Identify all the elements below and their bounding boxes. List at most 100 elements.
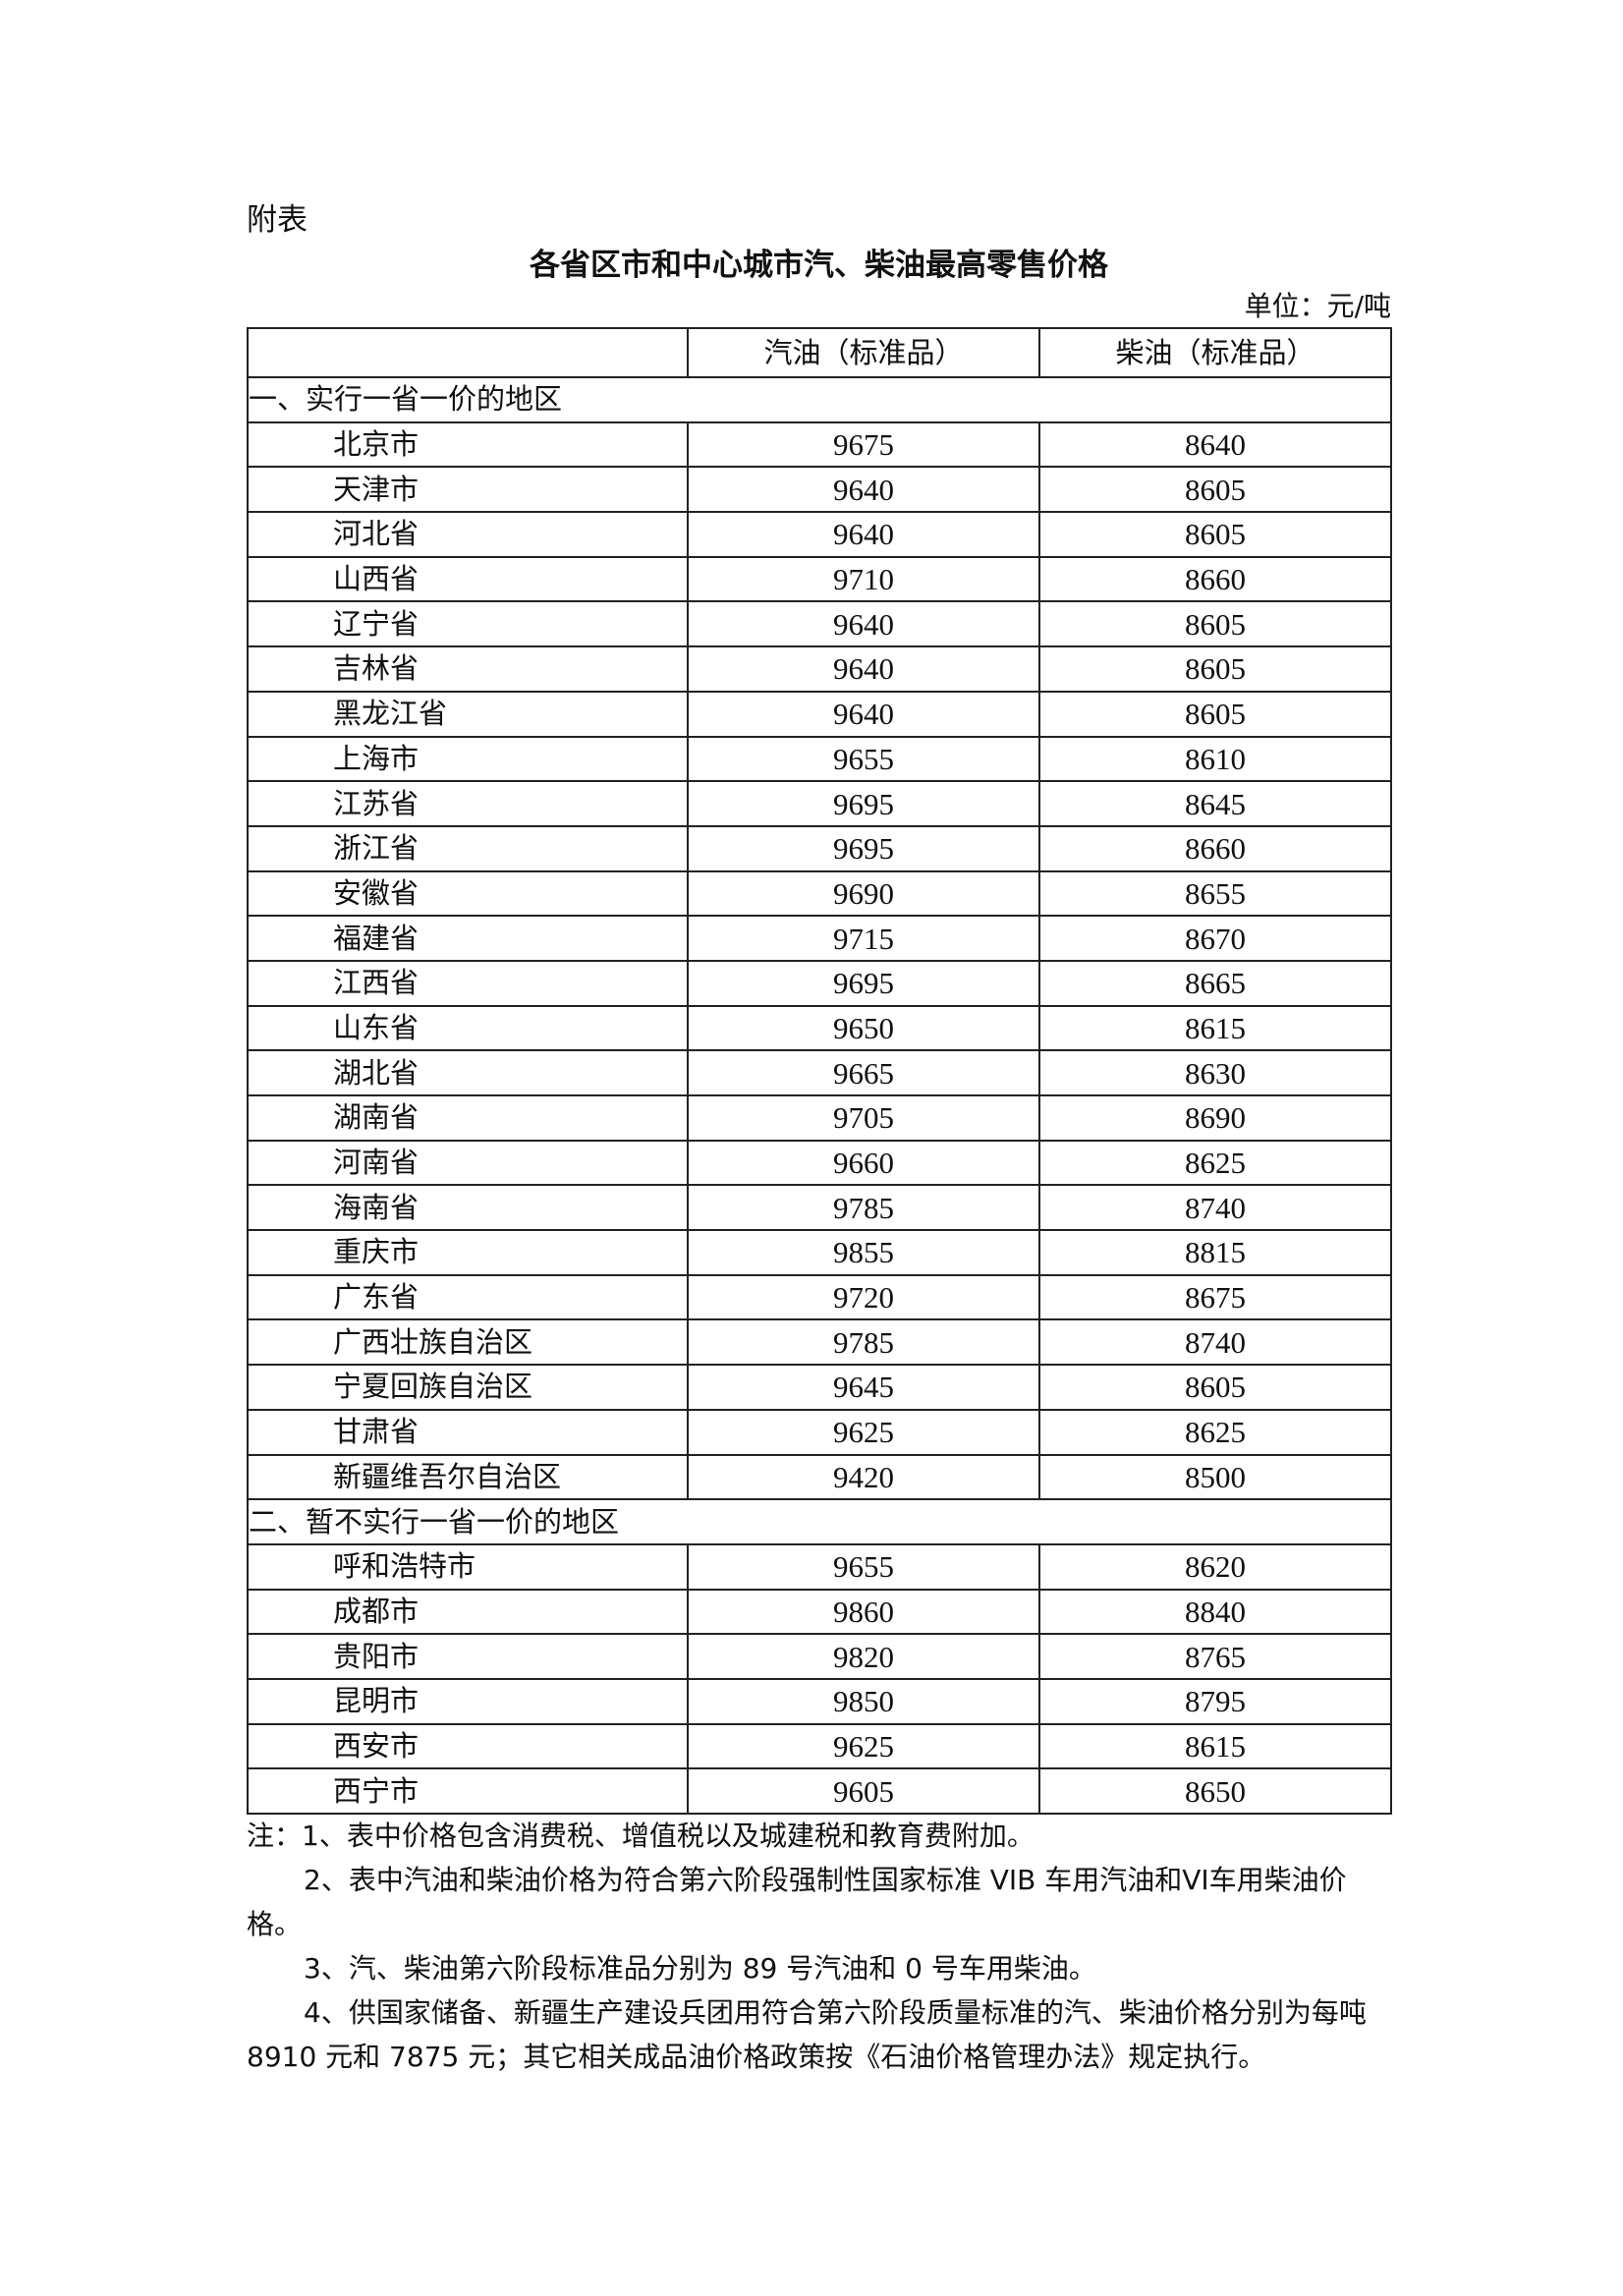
diesel-price: 8840 <box>1038 1588 1392 1636</box>
region-name: 西宁市 <box>247 1767 689 1815</box>
gasoline-price: 9640 <box>687 600 1040 648</box>
region-name: 浙江省 <box>247 824 689 872</box>
region-name: 广东省 <box>247 1273 689 1321</box>
gasoline-price: 9655 <box>687 1542 1040 1591</box>
gasoline-price: 9660 <box>687 1139 1040 1187</box>
region-name: 河南省 <box>247 1139 689 1187</box>
table-row: 北京市 9675 8640 <box>247 420 1392 469</box>
gasoline-price: 9625 <box>687 1722 1040 1770</box>
region-name: 北京市 <box>247 420 689 469</box>
table-row: 天津市 9640 8605 <box>247 466 1392 514</box>
region-name: 湖北省 <box>247 1049 689 1096</box>
table-row: 西安市 9625 8615 <box>247 1722 1392 1770</box>
note-4: 4、供国家储备、新疆生产建设兵团用符合第六阶段质量标准的汽、柴油价格分别为每吨 … <box>247 1996 1367 2073</box>
table-row: 吉林省 9640 8605 <box>247 645 1392 693</box>
region-name: 西安市 <box>247 1722 689 1770</box>
table-row: 海南省 9785 8740 <box>247 1184 1392 1232</box>
diesel-price: 8615 <box>1038 1722 1392 1770</box>
region-name: 河北省 <box>247 511 689 558</box>
region-name: 安徽省 <box>247 869 689 918</box>
diesel-price: 8670 <box>1038 915 1392 962</box>
table-row: 上海市 9655 8610 <box>247 735 1392 783</box>
region-name: 湖南省 <box>247 1094 689 1142</box>
gasoline-price: 9640 <box>687 690 1040 738</box>
gasoline-price: 9640 <box>687 466 1040 514</box>
gasoline-price: 9640 <box>687 645 1040 693</box>
column-header-diesel: 柴油（标准品） <box>1038 327 1392 378</box>
notes: 注：1、表中价格包含消费税、增值税以及城建税和教育费附加。 2、表中汽油和柴油价… <box>247 1814 1396 2079</box>
region-name: 辽宁省 <box>247 600 689 648</box>
diesel-price: 8660 <box>1038 824 1392 872</box>
price-table: 汽油（标准品） 柴油（标准品） 一、实行一省一价的地区 北京市 9675 8640 天津… <box>247 327 1392 1815</box>
gasoline-price: 9605 <box>687 1767 1040 1815</box>
diesel-price: 8665 <box>1038 959 1392 1007</box>
region-name: 上海市 <box>247 735 689 783</box>
diesel-price: 8675 <box>1038 1273 1392 1321</box>
gasoline-price: 9860 <box>687 1588 1040 1636</box>
region-name: 江西省 <box>247 959 689 1007</box>
gasoline-price: 9625 <box>687 1408 1040 1456</box>
section-row: 一、实行一省一价的地区 <box>247 376 1392 423</box>
region-name: 呼和浩特市 <box>247 1542 689 1591</box>
diesel-price: 8640 <box>1038 420 1392 469</box>
table-row: 重庆市 9855 8815 <box>247 1229 1392 1276</box>
region-name: 吉林省 <box>247 645 689 693</box>
table-row: 湖南省 9705 8690 <box>247 1094 1392 1142</box>
region-name: 天津市 <box>247 466 689 514</box>
region-name: 福建省 <box>247 915 689 962</box>
table-row: 江苏省 9695 8645 <box>247 780 1392 827</box>
table-row: 新疆维吾尔自治区 9420 8500 <box>247 1453 1392 1501</box>
appendix-label: 附表 <box>247 202 308 238</box>
gasoline-price: 9675 <box>687 420 1040 469</box>
table-row: 西宁市 9605 8650 <box>247 1767 1392 1815</box>
note-3: 3、汽、柴油第六阶段标准品分别为 89 号汽油和 0 号车用柴油。 <box>304 1952 1096 1985</box>
region-name: 海南省 <box>247 1184 689 1232</box>
diesel-price: 8740 <box>1038 1184 1392 1232</box>
diesel-price: 8610 <box>1038 735 1392 783</box>
table-row: 呼和浩特市 9655 8620 <box>247 1542 1392 1591</box>
region-name: 成都市 <box>247 1588 689 1636</box>
gasoline-price: 9785 <box>687 1318 1040 1367</box>
diesel-price: 8795 <box>1038 1677 1392 1725</box>
diesel-price: 8615 <box>1038 1004 1392 1052</box>
diesel-price: 8605 <box>1038 645 1392 693</box>
table-row: 河北省 9640 8605 <box>247 511 1392 558</box>
table-row: 宁夏回族自治区 9645 8605 <box>247 1364 1392 1411</box>
gasoline-price: 9655 <box>687 735 1040 783</box>
diesel-price: 8620 <box>1038 1542 1392 1591</box>
table-row: 山西省 9710 8660 <box>247 555 1392 603</box>
table-row: 江西省 9695 8665 <box>247 959 1392 1007</box>
table-row: 浙江省 9695 8660 <box>247 824 1392 872</box>
region-name: 山西省 <box>247 555 689 603</box>
diesel-price: 8605 <box>1038 690 1392 738</box>
table-row: 贵阳市 9820 8765 <box>247 1633 1392 1680</box>
diesel-price: 8740 <box>1038 1318 1392 1367</box>
table-row: 湖北省 9665 8630 <box>247 1049 1392 1096</box>
gasoline-price: 9785 <box>687 1184 1040 1232</box>
diesel-price: 8660 <box>1038 555 1392 603</box>
unit-label: 单位：元/吨 <box>1244 290 1391 322</box>
region-name: 宁夏回族自治区 <box>247 1364 689 1411</box>
table-row: 黑龙江省 9640 8605 <box>247 690 1392 738</box>
gasoline-price: 9690 <box>687 869 1040 918</box>
diesel-price: 8500 <box>1038 1453 1392 1501</box>
table-row: 成都市 9860 8840 <box>247 1588 1392 1636</box>
gasoline-price: 9710 <box>687 555 1040 603</box>
table-row: 广东省 9720 8675 <box>247 1273 1392 1321</box>
gasoline-price: 9695 <box>687 959 1040 1007</box>
diesel-price: 8605 <box>1038 600 1392 648</box>
column-header-region <box>247 327 689 378</box>
region-name: 黑龙江省 <box>247 690 689 738</box>
note-1: 注：1、表中价格包含消费税、增值税以及城建税和教育费附加。 <box>247 1820 1035 1852</box>
note-2: 2、表中汽油和柴油价格为符合第六阶段强制性国家标准 VIB 车用汽油和VI车用柴… <box>247 1864 1347 1940</box>
section-label: 一、实行一省一价的地区 <box>247 376 1392 423</box>
region-name: 江苏省 <box>247 780 689 827</box>
table-row: 昆明市 9850 8795 <box>247 1677 1392 1725</box>
table-row: 山东省 9650 8615 <box>247 1004 1392 1052</box>
region-name: 贵阳市 <box>247 1633 689 1680</box>
diesel-price: 8650 <box>1038 1767 1392 1815</box>
gasoline-price: 9645 <box>687 1364 1040 1411</box>
table-row: 河南省 9660 8625 <box>247 1139 1392 1187</box>
gasoline-price: 9705 <box>687 1094 1040 1142</box>
diesel-price: 8625 <box>1038 1408 1392 1456</box>
